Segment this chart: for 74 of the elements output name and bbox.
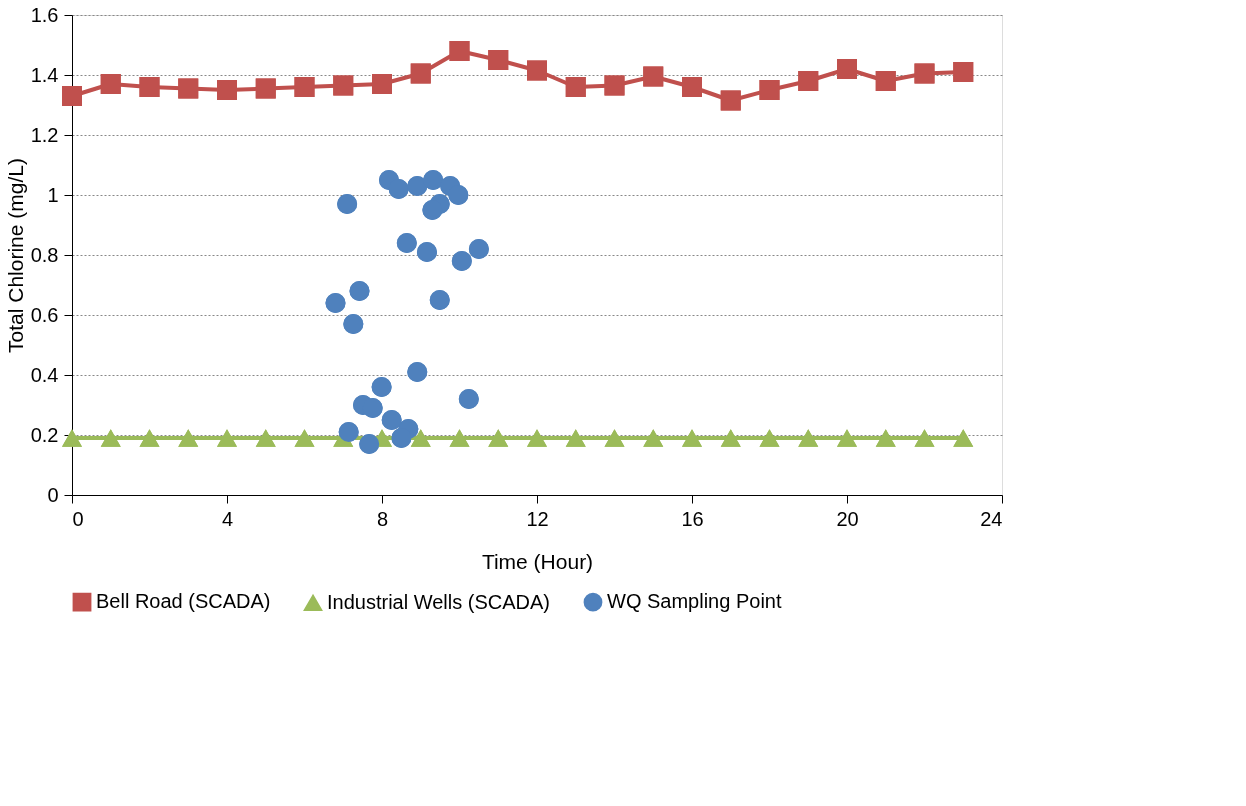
y-tick-label: 1.2 bbox=[30, 123, 59, 146]
point bbox=[449, 429, 470, 447]
point bbox=[643, 66, 664, 87]
point bbox=[338, 422, 359, 442]
x-tick-label: 20 bbox=[836, 507, 859, 530]
x-tick-label: 0 bbox=[72, 507, 84, 530]
point bbox=[837, 429, 857, 447]
point bbox=[682, 429, 702, 447]
point bbox=[362, 398, 383, 418]
legend-label: WQ Sampling Point bbox=[607, 590, 782, 613]
y-tick-label: 0.6 bbox=[30, 303, 59, 326]
point bbox=[407, 176, 428, 196]
legend-label: Industrial Wells (SCADA) bbox=[327, 590, 551, 613]
point bbox=[410, 63, 431, 84]
point bbox=[527, 429, 547, 447]
y-tick-label: 1 bbox=[47, 183, 59, 206]
point bbox=[914, 429, 935, 447]
point bbox=[381, 410, 402, 430]
point bbox=[337, 194, 358, 214]
x-tick-label: 4 bbox=[221, 507, 234, 530]
point bbox=[643, 429, 664, 447]
y-tick-label: 0 bbox=[47, 483, 59, 506]
point bbox=[333, 75, 354, 96]
point bbox=[604, 429, 625, 447]
point bbox=[527, 60, 547, 81]
y-tick-label: 1.6 bbox=[30, 3, 59, 26]
x-tick-label: 12 bbox=[526, 507, 549, 530]
y-axis-title: Total Chlorine (mg/L) bbox=[3, 158, 27, 353]
point bbox=[255, 429, 276, 447]
point bbox=[410, 429, 431, 447]
y-tick-label: 1.4 bbox=[30, 63, 59, 86]
point bbox=[759, 429, 780, 447]
x-axis-title: Time (Hour) bbox=[481, 549, 594, 573]
point bbox=[429, 290, 450, 310]
point bbox=[62, 429, 82, 447]
y-tick-label: 0.2 bbox=[30, 423, 59, 446]
x-tick-label: 8 bbox=[376, 507, 389, 530]
y-tick-label: 0.4 bbox=[30, 363, 59, 386]
point bbox=[294, 429, 315, 447]
point bbox=[325, 293, 346, 313]
point bbox=[255, 78, 276, 99]
point bbox=[396, 233, 417, 253]
point bbox=[178, 78, 199, 99]
point bbox=[488, 429, 509, 447]
point bbox=[100, 429, 121, 447]
point bbox=[139, 429, 160, 447]
point bbox=[953, 429, 974, 447]
point bbox=[349, 281, 370, 301]
point bbox=[468, 239, 489, 259]
point bbox=[407, 362, 428, 382]
legend-label: Bell Road (SCADA) bbox=[96, 590, 271, 613]
point bbox=[451, 251, 472, 271]
point bbox=[720, 429, 741, 447]
point bbox=[914, 63, 935, 84]
point bbox=[875, 429, 896, 447]
point bbox=[391, 428, 412, 448]
point bbox=[359, 434, 380, 454]
point bbox=[388, 179, 409, 199]
point bbox=[423, 170, 444, 190]
x-tick-label: 24 bbox=[980, 507, 1003, 530]
point bbox=[343, 314, 364, 334]
point bbox=[217, 429, 237, 447]
point bbox=[798, 429, 819, 447]
point bbox=[178, 429, 199, 447]
x-tick-label: 16 bbox=[681, 507, 704, 530]
point bbox=[458, 389, 479, 409]
point bbox=[416, 242, 437, 262]
point bbox=[720, 90, 741, 111]
point bbox=[371, 377, 392, 397]
point bbox=[565, 429, 586, 447]
y-tick-label: 0.8 bbox=[30, 243, 59, 266]
point bbox=[448, 185, 469, 205]
point bbox=[604, 75, 625, 96]
point bbox=[422, 200, 443, 220]
